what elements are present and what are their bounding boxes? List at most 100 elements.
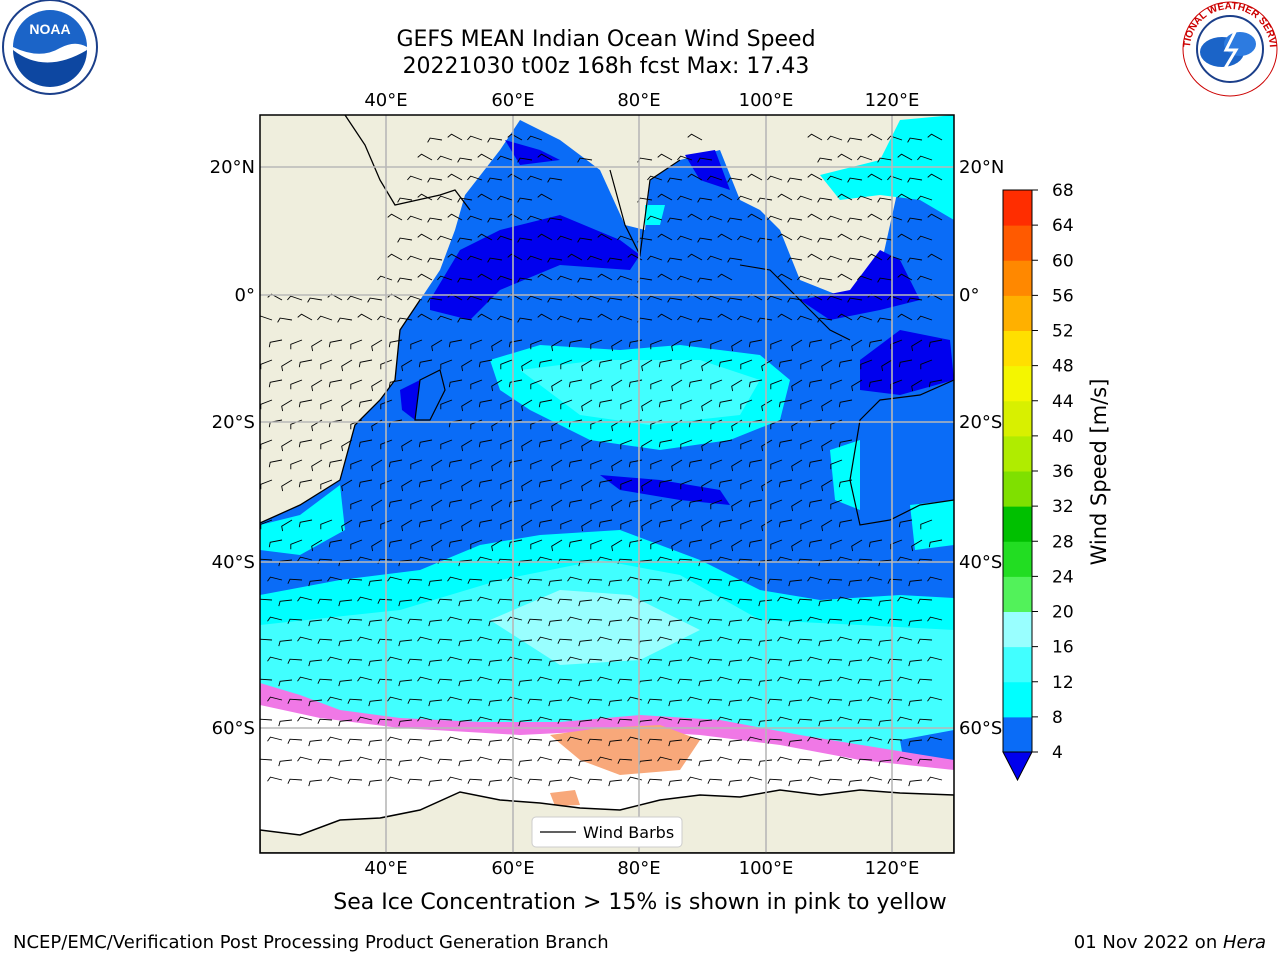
wind-barb (557, 678, 573, 684)
wind-barb (767, 778, 783, 784)
wind-barb (818, 679, 833, 687)
wind-barb (728, 619, 743, 627)
wind-barb (527, 778, 543, 784)
wind-barb (577, 237, 593, 243)
wind-barb (647, 698, 663, 704)
wind-barb (710, 339, 723, 350)
wind-barb (671, 499, 683, 512)
wind-barb (581, 519, 593, 532)
wind-barb (777, 756, 793, 762)
wind-barb (398, 719, 413, 727)
wind-barb (698, 679, 713, 687)
ocean-wind-0-4-indonesia (800, 250, 920, 320)
wind-barb (397, 197, 413, 203)
wind-barb (898, 359, 913, 368)
wind-barb (427, 177, 443, 183)
wind-barb (928, 379, 943, 388)
wind-barb (671, 379, 683, 392)
wind-barb (551, 499, 563, 512)
wind-barb (837, 153, 853, 161)
wind-barb (317, 678, 333, 684)
wind-barb (488, 619, 503, 627)
wind-barb (568, 459, 583, 468)
wind-barb (887, 295, 903, 301)
wind-barb (497, 275, 513, 281)
wind-barb (837, 233, 853, 241)
wind-barb (788, 779, 803, 787)
wind-barb (747, 576, 763, 582)
wind-barb (317, 598, 333, 604)
wind-barb (388, 379, 403, 388)
wind-barb (317, 758, 333, 764)
wind-barb (917, 235, 933, 241)
wind-barb (297, 716, 313, 722)
wind-barb (867, 696, 883, 702)
wind-barb (467, 578, 483, 584)
wind-barb (717, 556, 733, 562)
wind-barb (668, 659, 683, 667)
wind-barb (357, 596, 373, 602)
wind-barb (821, 439, 833, 452)
wind-barb (628, 459, 643, 468)
wind-barb (317, 638, 333, 644)
wind-barb (707, 698, 723, 704)
wind-barb (327, 776, 343, 782)
wind-barb (778, 439, 793, 448)
wind-barb (497, 678, 513, 684)
wind-barb (500, 399, 513, 410)
wind-barb (737, 195, 753, 201)
wind-barb (797, 275, 813, 281)
wind-barb (731, 459, 743, 472)
wind-barb (800, 399, 813, 410)
wind-barb (327, 696, 343, 702)
wind-barb (697, 157, 713, 163)
wind-barb (578, 679, 593, 687)
wind-barb (878, 679, 893, 687)
wind-barb (747, 696, 763, 702)
wind-barb (641, 359, 653, 372)
wind-barb (521, 439, 533, 452)
wind-barb (437, 598, 453, 604)
wind-barb (907, 217, 923, 223)
colorbar-label: Wind Speed [m/s] (1087, 379, 1111, 566)
wind-barb (697, 317, 713, 323)
wind-barb (611, 499, 623, 512)
wind-barb (260, 359, 273, 370)
wind-barb (707, 215, 723, 221)
wind-barb (487, 297, 503, 303)
wind-barb (927, 173, 943, 181)
wind-barb (560, 519, 573, 530)
chart-subtitle: 20221030 t00z 168h fcst Max: 17.43 (402, 54, 810, 79)
lon-tick-top: 120°E (865, 90, 920, 111)
wind-barb (658, 479, 673, 488)
wind-barb (791, 379, 803, 392)
wind-barb (807, 133, 823, 141)
wind-barb (470, 339, 483, 350)
wind-barb (371, 539, 383, 552)
wind-barb (887, 175, 903, 181)
wind-barb (521, 479, 533, 492)
lat-tick-right: 60°S (959, 718, 1002, 739)
wind-barb (797, 235, 813, 241)
lon-tick-bottom: 60°E (491, 858, 534, 879)
wind-barb (677, 718, 693, 724)
wind-barb (747, 173, 763, 181)
wind-barb (527, 215, 543, 221)
wind-barb (761, 399, 773, 412)
wind-barb (878, 599, 893, 607)
wind-barb (668, 619, 683, 627)
wind-barb (837, 716, 853, 722)
wind-barb (598, 479, 613, 488)
wind-barb (530, 459, 543, 470)
wind-barb (547, 177, 563, 183)
wind-barb (908, 619, 923, 627)
wind-barb (458, 599, 473, 607)
wind-barb (508, 459, 523, 468)
wind-barb (417, 233, 433, 241)
wind-barb (687, 213, 703, 221)
wind-barb (788, 739, 803, 747)
colorbar-tick-label: 4 (1052, 743, 1063, 763)
wind-barb (837, 636, 853, 642)
svg-text:NATIONAL WEATHER SERVICE: NATIONAL WEATHER SERVICE (0, 0, 1278, 48)
wind-barb (350, 499, 363, 510)
